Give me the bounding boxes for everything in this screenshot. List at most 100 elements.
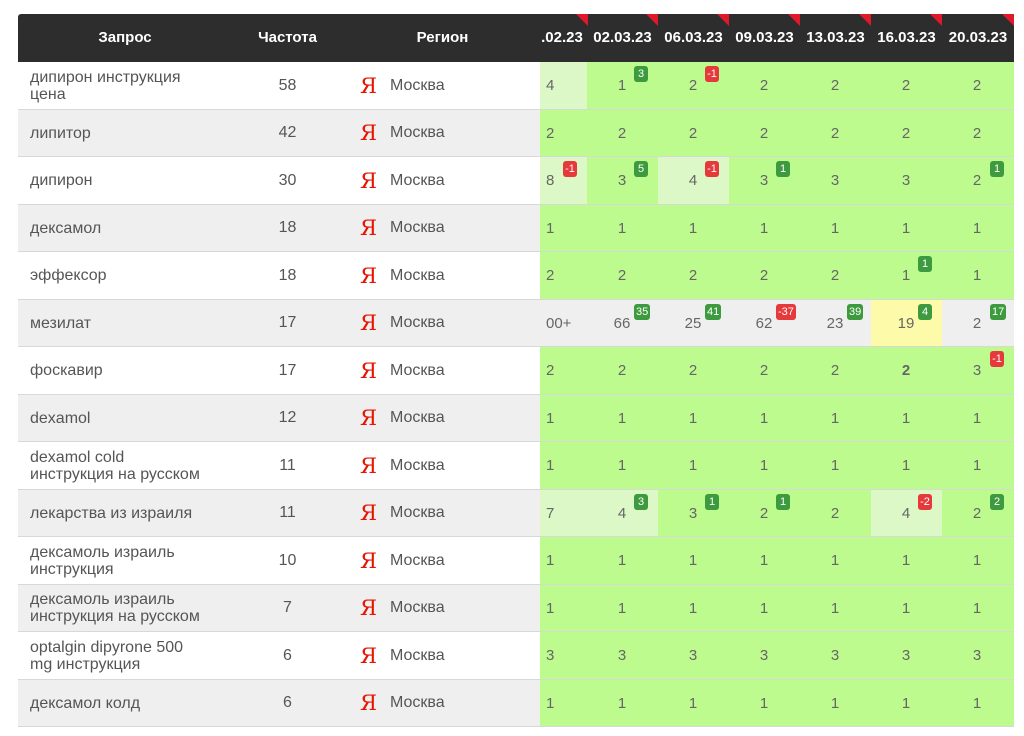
- position-cell: [658, 442, 729, 489]
- position-value: 1: [546, 457, 555, 475]
- search-engine-icon: Я: [360, 168, 377, 193]
- change-badge: 3: [634, 66, 648, 82]
- query[interactable]: липитор: [30, 124, 91, 142]
- position-value: 2: [617, 267, 627, 285]
- position-value: 1: [830, 409, 840, 427]
- query[interactable]: дипирон инструкция цена: [30, 68, 181, 103]
- query[interactable]: фоскавир: [30, 362, 103, 380]
- position-cell: [587, 584, 658, 631]
- position-cell: [800, 252, 871, 299]
- position-cell: [587, 204, 658, 251]
- query[interactable]: dexamol: [30, 409, 91, 427]
- position-value: 2: [901, 124, 911, 142]
- position-value: 1: [759, 457, 769, 475]
- query[interactable]: дексамоль израиль инструкция: [30, 543, 175, 578]
- search-engine-icon: Я: [360, 691, 377, 716]
- column-header[interactable]: Регион: [416, 29, 469, 46]
- position-value: 2: [830, 362, 840, 380]
- position-cell: [871, 204, 942, 251]
- frequency: 18: [278, 219, 297, 237]
- position-cell: [800, 632, 871, 679]
- column-header[interactable]: 13.03.23: [806, 29, 865, 46]
- position-cell: [871, 109, 942, 156]
- column-header[interactable]: 06.03.23: [664, 29, 723, 46]
- position-cell: [587, 679, 658, 726]
- position-value: 3: [901, 647, 911, 665]
- header-corner-marker: [646, 14, 658, 26]
- query[interactable]: мезилат: [30, 314, 92, 332]
- query[interactable]: дексамол колд: [30, 694, 141, 712]
- position-cell: [871, 537, 942, 584]
- position-cell: [800, 442, 871, 489]
- position-cell: [800, 394, 871, 441]
- position-value: 1: [617, 409, 627, 427]
- position-value: 2: [546, 267, 555, 285]
- position-cell: [942, 204, 1014, 251]
- query[interactable]: дексамоль израиль инструкция на русском: [30, 591, 200, 626]
- position-cell: [871, 679, 942, 726]
- column-header[interactable]: 09.03.23: [735, 29, 794, 46]
- position-value: 1: [972, 599, 982, 617]
- position-value: 3: [901, 172, 911, 190]
- query[interactable]: эффексор: [30, 267, 107, 285]
- change-badge: 1: [776, 493, 790, 510]
- query[interactable]: дексамол: [30, 219, 102, 237]
- region: Москва: [390, 76, 445, 94]
- position-cell: [587, 632, 658, 679]
- position-value: 1: [901, 409, 911, 427]
- position-cell: [729, 347, 800, 394]
- position-value: 1: [688, 409, 698, 427]
- position-value: 1: [546, 409, 555, 427]
- change-badge: -1: [705, 161, 719, 177]
- column-header[interactable]: Запрос: [98, 29, 152, 46]
- column-header[interactable]: 20.03.23: [948, 29, 1008, 46]
- position-value: 1: [617, 599, 627, 617]
- position-cell: [658, 347, 729, 394]
- query[interactable]: optalgin dipyrone 500 mg инструкция: [30, 638, 184, 673]
- position-value: 2: [546, 362, 555, 380]
- position-value: 1: [830, 552, 840, 570]
- frequency: 17: [278, 314, 297, 332]
- position-value: 1: [759, 694, 769, 712]
- position-value: 2: [830, 77, 840, 95]
- position-cell: [800, 489, 871, 536]
- query[interactable]: лекарства из израиля: [30, 504, 193, 522]
- search-engine-icon: Я: [360, 406, 377, 431]
- position-value: 25: [684, 314, 702, 332]
- position-value: 3: [617, 647, 627, 665]
- position-cell: [942, 584, 1014, 631]
- column-header[interactable]: Частота: [258, 29, 317, 46]
- column-header[interactable]: 16.03.23: [877, 29, 936, 46]
- position-value: 4: [901, 504, 911, 522]
- position-value: 2: [901, 362, 911, 380]
- search-engine-icon: Я: [360, 73, 377, 98]
- frequency: 11: [279, 504, 296, 522]
- position-cell: [540, 252, 587, 299]
- query[interactable]: дипирон: [30, 172, 93, 190]
- position-cell: [942, 537, 1014, 584]
- frequency: 10: [278, 551, 297, 569]
- region: Москва: [390, 219, 445, 237]
- position-cell: [540, 537, 587, 584]
- query[interactable]: dexamol cold инструкция на русском: [30, 448, 200, 483]
- position-cell: [658, 204, 729, 251]
- position-cell: [540, 62, 587, 109]
- header-corner-marker: [717, 14, 729, 26]
- column-header[interactable]: .02.23: [541, 29, 583, 46]
- position-cell: [540, 347, 587, 394]
- position-cell: [540, 489, 587, 536]
- column-header[interactable]: 02.03.23: [593, 29, 652, 46]
- position-value: 2: [688, 77, 698, 95]
- region: Москва: [390, 171, 445, 189]
- position-cell: [729, 584, 800, 631]
- position-cell: [587, 347, 658, 394]
- position-cell: [800, 62, 871, 109]
- position-value: 2: [972, 172, 982, 190]
- position-cell: [540, 299, 587, 346]
- position-value: 2: [759, 124, 769, 142]
- position-cell: [729, 632, 800, 679]
- change-badge: 1: [990, 161, 1004, 177]
- position-value: 2: [617, 124, 627, 142]
- search-engine-icon: Я: [360, 643, 377, 668]
